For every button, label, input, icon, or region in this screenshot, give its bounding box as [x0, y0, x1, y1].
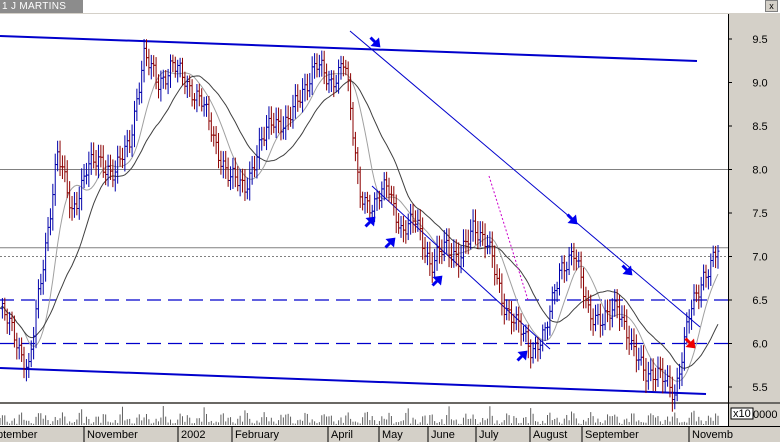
arrow-head: [517, 350, 528, 361]
red-arrow-icon: [684, 337, 696, 349]
y-tick-label: 5.5: [752, 382, 767, 394]
arrow-head: [685, 338, 696, 349]
annotation-arrows: [364, 36, 696, 362]
volume-bars: [0, 406, 719, 425]
moving-averages: [0, 70, 719, 382]
x-tick-label: June: [431, 429, 455, 441]
long-moving-average: [0, 75, 719, 369]
plot-area: [0, 14, 728, 402]
blue-arrow-icon: [369, 36, 381, 48]
price-bars: [0, 38, 720, 412]
x-tick-label: September: [585, 429, 639, 441]
y-tick-label: 7.0: [752, 252, 767, 264]
y-tick-label: 7.5: [752, 208, 767, 220]
x-tick-label: 2002: [181, 429, 205, 441]
window-title: 1 J MARTINS: [2, 1, 67, 12]
volume-area: [0, 404, 728, 426]
x-tick-label: February: [235, 429, 280, 441]
upper-channel-line: [0, 35, 698, 62]
x-tick-label: November: [87, 429, 138, 441]
blue-arrow-icon: [431, 275, 443, 287]
x-tick-label: July: [479, 429, 499, 441]
x-axis-ticks: ptember November 2002 February April May June J…: [0, 426, 733, 442]
blue-arrow-icon: [364, 216, 376, 228]
arrow-head: [432, 275, 443, 286]
volume-scale-box: [730, 407, 754, 420]
y-tick-label: 9.0: [752, 78, 767, 90]
volume-axis-label: 0000: [753, 409, 777, 421]
x-tick-label: ptember: [0, 429, 38, 441]
arrow-head: [370, 37, 381, 48]
x-tick-label: April: [331, 429, 353, 441]
y-tick-label: 8.0: [752, 165, 767, 177]
arrow-head: [365, 216, 376, 227]
x-tick-label: May: [382, 429, 403, 441]
window-title-box[interactable]: 1 J MARTINS: [0, 0, 83, 13]
blue-arrow-icon: [621, 264, 633, 276]
arrow-head: [567, 214, 578, 225]
arrow-head: [622, 265, 633, 276]
x-tick-label: August: [533, 429, 567, 441]
x-tick-label: Novemb: [692, 429, 733, 441]
blue-arrow-icon: [516, 350, 528, 362]
y-tick-label: 8.5: [752, 121, 767, 133]
arrow-head: [385, 237, 396, 248]
downtrend-line-upper: [349, 30, 701, 328]
close-button[interactable]: x: [765, 0, 778, 12]
y-tick-label: 9.5: [752, 34, 767, 46]
blue-arrow-icon: [384, 237, 396, 249]
volume-scale-label: x10: [733, 408, 751, 420]
window-title-bar: 1 J MARTINS x: [0, 0, 780, 13]
lower-channel-line: [0, 367, 707, 395]
short-moving-average: [0, 70, 719, 382]
y-tick-label: 6.5: [752, 295, 767, 307]
blue-arrow-icon: [566, 213, 578, 225]
y-axis-ticks: 9.5 9.0 8.5 8.0 7.5 7.0 6.5 6.0 5.5: [728, 34, 768, 394]
y-tick-label: 6.0: [752, 339, 767, 351]
pink-guide-line: [488, 175, 529, 301]
